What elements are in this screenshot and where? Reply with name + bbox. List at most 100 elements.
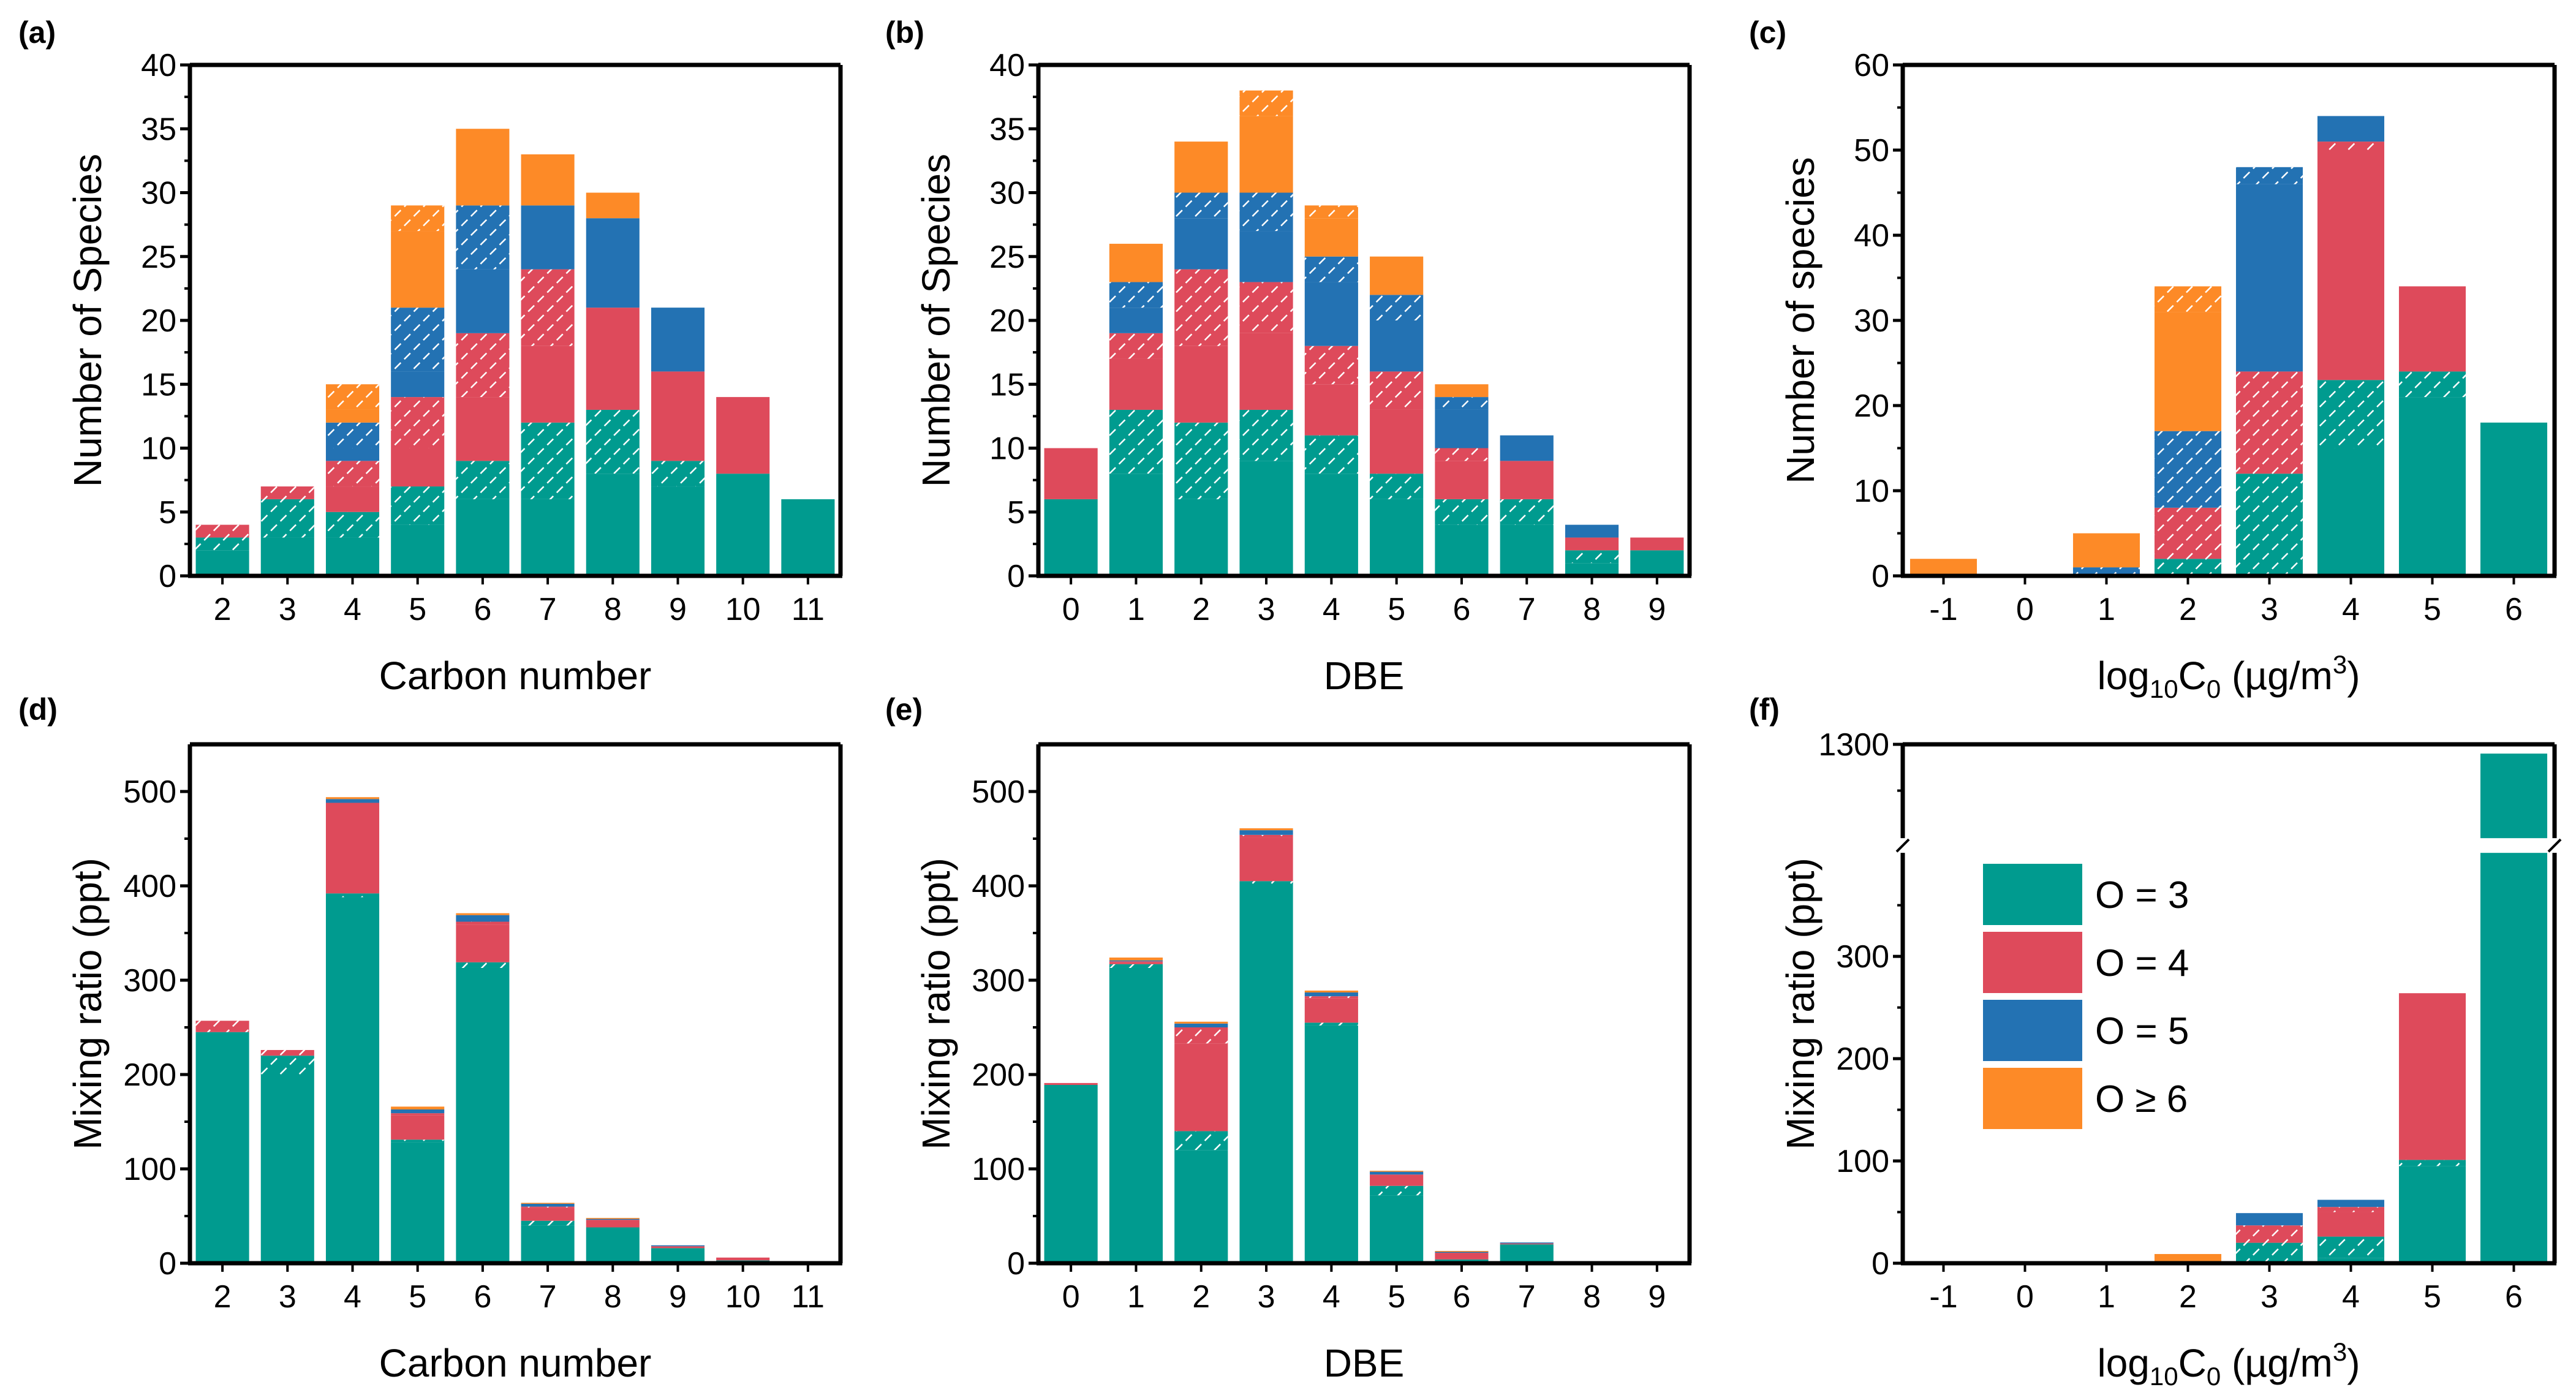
hatch-overlay — [2317, 142, 2385, 150]
x-tick-label: 3 — [2261, 1279, 2278, 1315]
bar-segment-solid — [1435, 1253, 1489, 1260]
hatch-overlay — [391, 308, 445, 372]
bar-segment-solid — [1435, 524, 1489, 576]
bar-segment-solid — [716, 1257, 770, 1261]
y-tick-label: 100 — [972, 1152, 1025, 1187]
x-tick-label: 4 — [344, 592, 361, 627]
hatch-overlay — [391, 1113, 445, 1116]
x-tick-label: 2 — [1192, 1279, 1210, 1315]
x-tick-label: 6 — [474, 592, 491, 627]
hatch-overlay — [2235, 1225, 2303, 1243]
x-axis-label-part: (µg/m — [2221, 654, 2333, 698]
bar-segment-solid — [260, 537, 314, 576]
x-tick-label: 11 — [791, 592, 825, 627]
bar-segment-solid — [1909, 559, 1977, 576]
x-tick-label: 6 — [2505, 1279, 2523, 1315]
hatch-overlay — [1174, 1131, 1228, 1151]
bar-segment-solid — [1174, 1150, 1228, 1263]
x-tick-label: 0 — [1062, 1279, 1080, 1315]
hatch-overlay — [1304, 256, 1358, 282]
hatch-overlay — [2317, 1207, 2385, 1212]
hatch-overlay — [2154, 559, 2222, 576]
x-axis-label-part: 10 — [2150, 674, 2178, 703]
x-tick-label: 1 — [2098, 1279, 2115, 1315]
hatch-overlay — [2398, 1160, 2466, 1166]
bar-segment-solid — [651, 1248, 705, 1263]
bar-segment-solid — [1304, 282, 1358, 346]
bar-segment-solid — [456, 913, 510, 915]
x-axis-label-part: (µg/m — [2221, 1341, 2333, 1385]
bar-segment-solid — [1239, 837, 1293, 882]
bar-segment-solid — [456, 129, 510, 206]
bar-segment-solid — [716, 397, 770, 474]
bar-segment-solid — [2317, 448, 2385, 576]
bar-segment-solid — [2398, 286, 2466, 372]
x-axis-label-part: 0 — [2207, 674, 2221, 703]
hatch-overlay — [521, 269, 575, 346]
hatch-overlay — [1435, 397, 1489, 410]
bar-segment-solid — [586, 308, 640, 410]
bar-segment-solid — [1500, 461, 1554, 499]
panel-label: (e) — [885, 692, 923, 727]
bar-segment-solid — [521, 1225, 575, 1263]
hatch-overlay — [1304, 435, 1358, 474]
hatch-overlay — [456, 205, 510, 270]
hatch-overlay — [325, 461, 380, 487]
y-axis-label: Mixing ratio (ppt) — [66, 858, 110, 1150]
bar-segment-solid — [1630, 550, 1684, 576]
hatch-overlay — [521, 422, 575, 499]
legend-swatch — [1983, 932, 2082, 993]
bar-segment-solid — [1370, 1171, 1424, 1175]
bar-segment-solid — [1109, 308, 1163, 333]
bar-segment-solid — [521, 346, 575, 423]
x-tick-label: 7 — [539, 1279, 557, 1315]
bar-segment-solid — [1370, 256, 1424, 295]
x-axis-label-part: 10 — [2150, 1362, 2178, 1391]
bar-segment-solid — [325, 897, 380, 1263]
bar-segment-solid — [2480, 422, 2548, 576]
bar-segment-solid — [456, 967, 510, 1263]
bar-segment-solid — [586, 1220, 640, 1228]
y-axis-label: Number of Species — [914, 154, 958, 487]
panel-e: (e) 0 100 200 300 400 500 0 1 2 3 4 5 6 7 8 9 DBE Mixing r… — [885, 692, 1692, 1385]
x-tick-label: 10 — [725, 592, 761, 627]
x-axis-label: log10C0 (µg/m3) — [2097, 1337, 2360, 1391]
bar-segment-solid — [1435, 461, 1489, 499]
bar-segment-solid — [2317, 1212, 2385, 1237]
x-axis-label-part: 3 — [2333, 1337, 2347, 1366]
bar-segment-solid — [325, 799, 380, 803]
bar-segment-solid — [1109, 960, 1163, 962]
x-tick-label: 2 — [2179, 1279, 2197, 1315]
hatch-overlay — [1109, 333, 1163, 359]
hatch-overlay — [1239, 90, 1293, 116]
bar-segment-solid — [1565, 563, 1619, 576]
hatch-overlay — [1109, 282, 1163, 308]
bar-segment-solid — [1174, 142, 1228, 193]
x-tick-label: 1 — [2098, 592, 2115, 627]
x-axis-label: log10C0 (µg/m3) — [2097, 650, 2360, 703]
x-tick-label: 6 — [2505, 592, 2523, 627]
hatch-overlay — [2317, 1236, 2385, 1258]
bar-segment-solid — [2154, 312, 2222, 431]
bar-segment-solid — [325, 797, 380, 799]
axis-break-gap — [1904, 838, 2553, 853]
y-tick-label: 400 — [123, 869, 176, 904]
hatch-overlay — [260, 1056, 314, 1075]
bar-segment-solid — [1109, 474, 1163, 576]
bar-segment-solid — [1565, 537, 1619, 551]
bar-segment-solid — [1109, 243, 1163, 282]
bar-segment-solid — [1370, 1195, 1424, 1263]
bar-segment-solid — [586, 1218, 640, 1219]
y-tick-label: 30 — [141, 176, 176, 211]
x-tick-label: 3 — [279, 592, 297, 627]
bar-segment-solid — [1044, 499, 1098, 576]
y-tick-label: 40 — [989, 48, 1025, 83]
hatch-overlay — [325, 512, 380, 538]
bar-segment-solid — [1304, 474, 1358, 576]
hatch-overlay — [391, 397, 445, 448]
y-tick-label: 40 — [1854, 218, 1889, 254]
bar-segment-solid — [651, 486, 705, 576]
x-tick-label: 9 — [669, 592, 687, 627]
hatch-overlay — [1435, 448, 1489, 461]
